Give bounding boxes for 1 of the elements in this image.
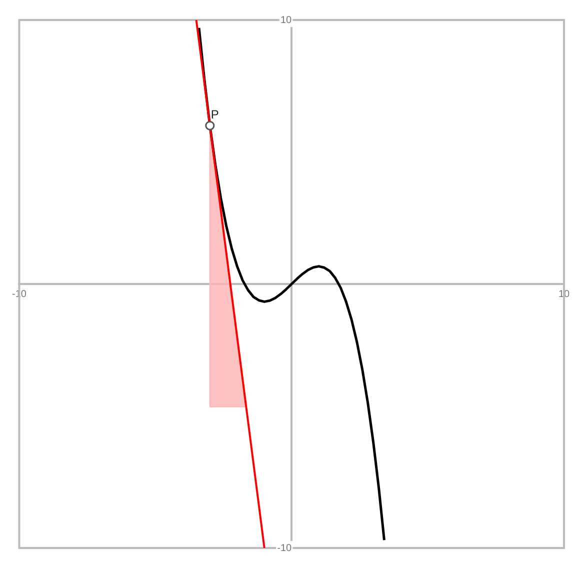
annotation: P xyxy=(210,108,219,122)
